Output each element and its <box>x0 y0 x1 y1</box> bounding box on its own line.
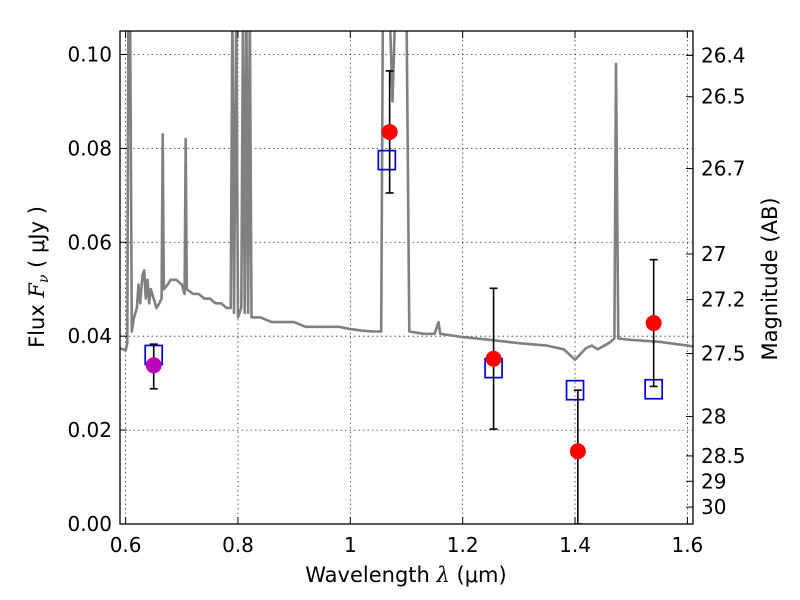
axis-ticks: 0.6 0.8 1 1.2 1.4 1.6 0.00 0.02 0.04 0.06 0.08 0.10… <box>67 31 746 557</box>
right-tick-label: 27.5 <box>701 342 746 366</box>
model-flux-square <box>377 149 397 171</box>
right-tick-label: 27.2 <box>701 288 746 312</box>
right-tick-label: 26.5 <box>701 85 746 109</box>
plot-frame <box>119 30 694 525</box>
x-tick-label: 0.8 <box>222 533 254 557</box>
plot-area <box>120 31 693 524</box>
x-tick-label: 1.6 <box>671 533 703 557</box>
right-axis-label: Magnitude (AB) <box>758 197 782 360</box>
right-tick-label: 26.4 <box>701 43 746 67</box>
model-flux-square <box>565 379 585 401</box>
right-tick-label: 30 <box>701 495 726 519</box>
x-axis-label: Wavelength λ (μm) <box>305 563 506 587</box>
observed-flux-point <box>645 315 662 332</box>
observed-flux-point <box>381 123 398 140</box>
x-tick-label: 0.6 <box>110 533 142 557</box>
observed-flux-point <box>485 350 502 367</box>
right-tick-label: 26.7 <box>701 157 746 181</box>
observed-flux-point <box>569 443 586 460</box>
y-tick-label: 0.10 <box>67 42 112 66</box>
x-tick-label: 1.2 <box>447 533 479 557</box>
y-axis-label: Flux Fν ( μJy ) <box>25 206 52 348</box>
x-tick-label: 1 <box>344 533 357 557</box>
y-tick-label: 0.00 <box>67 512 112 536</box>
model-spectrum-line <box>120 31 693 361</box>
y-tick-label: 0.08 <box>67 136 112 160</box>
x-tick-label: 1.4 <box>559 533 591 557</box>
right-tick-label: 27 <box>701 242 726 266</box>
y-tick-label: 0.06 <box>67 230 112 254</box>
observed-flux-point-magenta <box>145 357 162 374</box>
y-tick-label: 0.04 <box>67 324 112 348</box>
y-tick-label: 0.02 <box>67 418 112 442</box>
right-tick-label: 28.5 <box>701 444 746 468</box>
right-tick-label: 28 <box>701 404 726 428</box>
right-tick-label: 29 <box>701 469 726 493</box>
